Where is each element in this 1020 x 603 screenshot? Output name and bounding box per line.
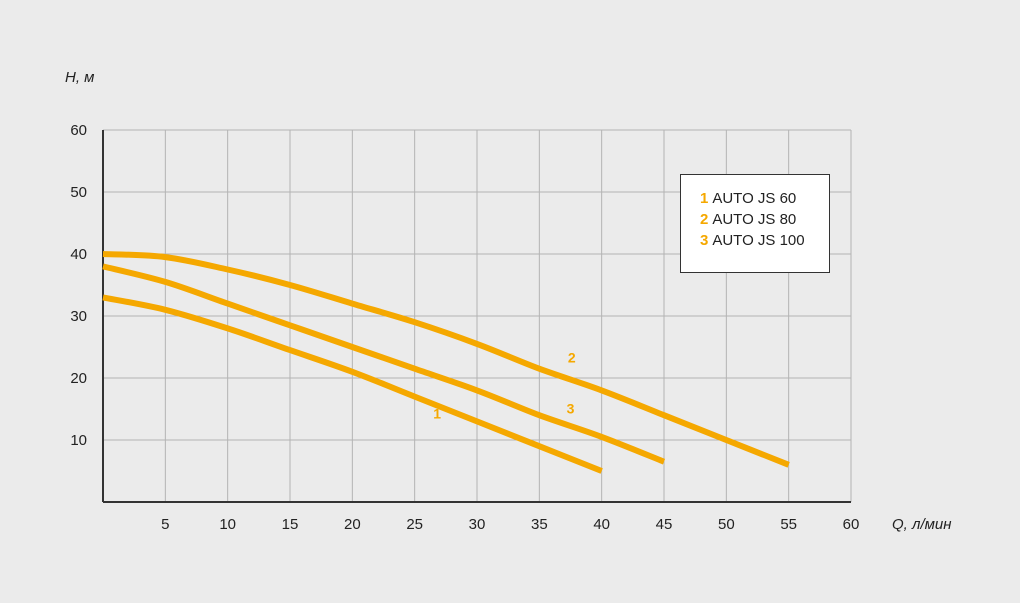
x-axis-title: Q, л/мин [892,516,952,533]
legend-item-3: 3 AUTO JS 100 [700,230,829,251]
curve-labels: 1 2 3 [433,350,576,422]
tick-labels: 5 10 15 20 25 30 35 40 45 50 55 60 10 20 30 40 50 60 [70,122,859,533]
curve-label-3: 3 [567,400,575,416]
legend-number-2: 2 [700,211,709,228]
legend-label-3: AUTO JS 100 [712,232,805,249]
legend-label-1: AUTO JS 60 [712,190,797,207]
legend-label-2: AUTO JS 80 [712,211,797,228]
series-curves [102,251,790,474]
y-tick-label: 40 [70,246,87,263]
y-tick-label: 60 [70,122,87,139]
legend-number-1: 1 [700,190,709,207]
x-tick-label: 15 [282,516,299,533]
x-tick-label: 60 [843,516,860,533]
x-tick-label: 40 [593,516,610,533]
x-tick-label: 5 [161,516,169,533]
curve-label-2: 2 [568,350,576,366]
legend: 1 AUTO JS 60 2 AUTO JS 80 3 AUTO JS 100 [680,174,830,273]
x-tick-label: 45 [656,516,673,533]
legend-number-3: 3 [700,232,709,249]
x-tick-label: 20 [344,516,361,533]
series-line-3 [102,263,666,465]
x-tick-label: 55 [780,516,797,533]
legend-item-1: 1 AUTO JS 60 [700,188,829,209]
y-tick-label: 50 [70,184,87,201]
y-axis-title: H, м [65,69,94,86]
curve-label-1: 1 [433,405,441,421]
x-tick-label: 35 [531,516,548,533]
y-tick-label: 30 [70,308,87,325]
series-line-2 [102,251,790,468]
y-tick-label: 20 [70,370,87,387]
y-tick-label: 10 [70,432,87,449]
x-tick-label: 30 [469,516,486,533]
series-line-1 [102,294,603,474]
x-tick-label: 25 [406,516,423,533]
legend-item-2: 2 AUTO JS 80 [700,209,829,230]
axes [102,130,851,503]
x-tick-label: 10 [219,516,236,533]
x-tick-label: 50 [718,516,735,533]
